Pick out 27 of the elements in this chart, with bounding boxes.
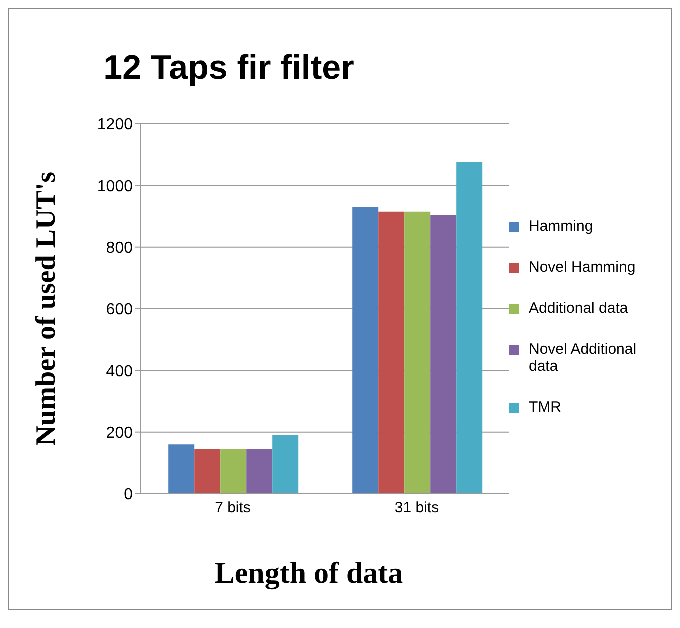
bar: [194, 449, 221, 494]
bar: [220, 449, 247, 494]
legend-label: Hamming: [529, 218, 594, 235]
legend-label: Novel Additional data: [529, 341, 638, 375]
y-tick-label: 1200: [97, 116, 134, 134]
bar: [246, 449, 273, 494]
y-tick-label: 1000: [97, 178, 134, 196]
bar: [272, 435, 299, 494]
y-tick-label: 0: [124, 486, 134, 504]
bar: [168, 444, 195, 494]
legend-label: Additional data: [529, 300, 628, 317]
y-tick-label: 800: [106, 240, 134, 258]
y-tick-label: 400: [106, 363, 134, 380]
x-axis-title: Length of data: [214, 557, 404, 591]
bar: [378, 212, 405, 494]
chart-title: 12 Taps fir filter: [102, 49, 356, 88]
x-tick-label: 31 bits: [394, 500, 440, 517]
bar: [456, 162, 483, 494]
bar: [352, 207, 379, 494]
bar: [430, 214, 457, 494]
bar: [404, 212, 431, 494]
legend-label: TMR: [529, 399, 562, 416]
legend-label: Novel Hamming: [529, 259, 636, 276]
y-axis-title: Number of used LUT's: [31, 172, 63, 446]
y-tick-label: 200: [106, 425, 134, 442]
x-tick-label: 7 bits: [215, 500, 251, 517]
y-tick-label: 600: [106, 302, 134, 319]
